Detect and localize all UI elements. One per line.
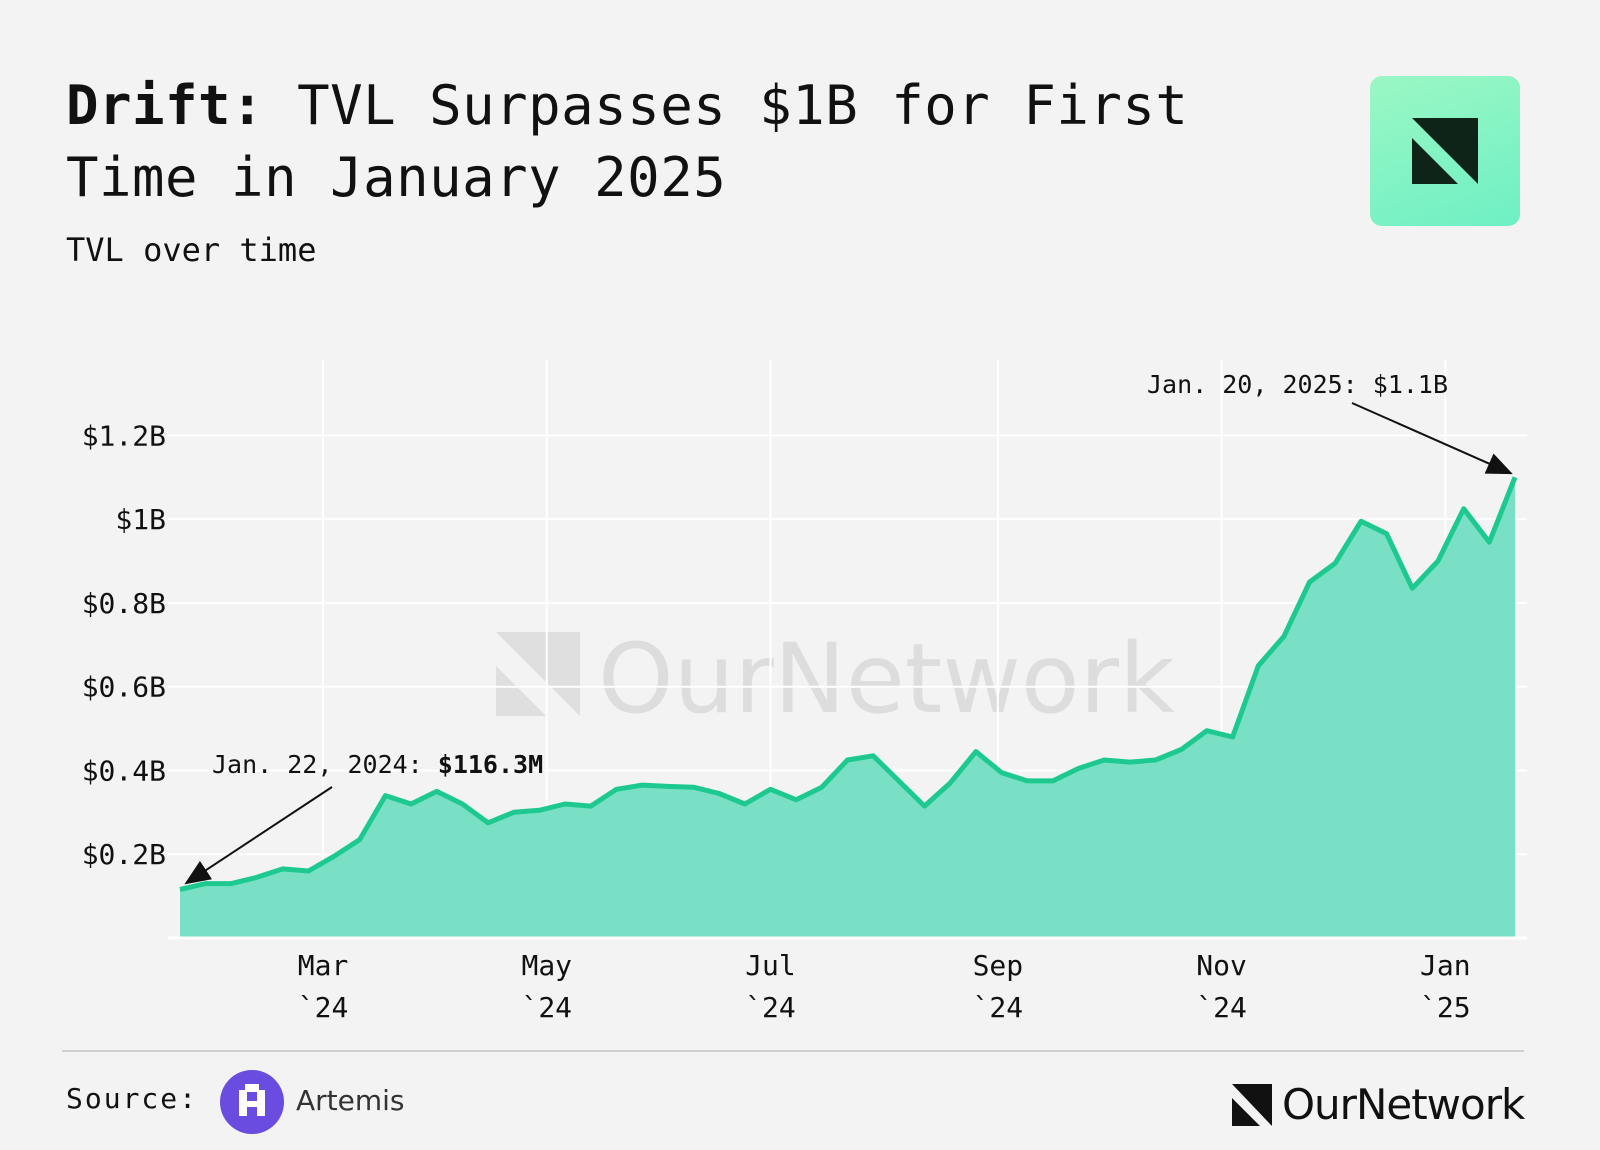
annotation-label: Jan. 22, 2024: $116.3M (212, 750, 543, 779)
ournetwork-logo-icon (1232, 1083, 1272, 1126)
x-tick-year: `24 (521, 991, 572, 1024)
x-tick-year: `24 (298, 991, 349, 1024)
annotation-arrow (184, 786, 333, 885)
page-subtitle: TVL over time (66, 231, 317, 269)
x-tick-month: Mar (298, 949, 349, 982)
title-brand: Drift: (66, 74, 265, 137)
page-title: Drift: TVL Surpasses $1B for First Time … (66, 70, 1296, 214)
ournetwork-logo-icon (1370, 76, 1520, 226)
source-name: Artemis (296, 1084, 405, 1117)
y-tick-label: $1B (115, 503, 166, 536)
x-tick-month: Jul (745, 949, 796, 982)
x-tick-month: May (521, 949, 572, 982)
artemis-logo-icon (220, 1070, 284, 1134)
watermark-logo-icon (496, 632, 580, 716)
annotation-arrow (1351, 402, 1513, 475)
y-tick-label: $0.8B (82, 587, 166, 620)
annotation-label: Jan. 20, 2025: $1.1B (1147, 370, 1448, 399)
x-tick-year: `24 (1196, 991, 1247, 1024)
annotation-prefix: Jan. 22, 2024: (212, 750, 438, 779)
y-tick-label: $0.4B (82, 754, 166, 787)
source-label: Source: (66, 1082, 199, 1115)
x-tick-year: `25 (1420, 991, 1471, 1024)
watermark-text: OurNetwork (598, 623, 1175, 735)
watermark: OurNetwork (496, 623, 1175, 735)
tvl-area (180, 477, 1515, 938)
y-tick-label: $0.2B (82, 838, 166, 871)
title-text: TVL Surpasses $1B for First Time in Janu… (66, 74, 1189, 209)
footer-brand: OurNetwork (1232, 1080, 1525, 1129)
footer-divider (62, 1050, 1524, 1052)
x-tick-year: `24 (973, 991, 1024, 1024)
y-axis-labels: $0.2B $0.4B $0.6B $0.8B $1B $1.2B (82, 419, 166, 871)
x-tick-month: Nov (1196, 949, 1247, 982)
x-tick-year: `24 (745, 991, 796, 1024)
tvl-line (179, 476, 1518, 892)
x-tick-month: Jan (1420, 949, 1471, 982)
footer-brand-name: OurNetwork (1282, 1080, 1525, 1129)
x-tick-month: Sep (973, 949, 1024, 982)
watermark-logo-icon (496, 666, 546, 716)
y-tick-label: $1.2B (82, 419, 166, 452)
chart-annotations: Jan. 22, 2024: $116.3M Jan. 20, 2025: $1.… (184, 370, 1513, 885)
y-tick-label: $0.6B (82, 671, 166, 704)
x-axis-labels: Mar `24 May `24 Jul `24 Sep `24 Nov `24 Jan `25 (298, 949, 1471, 1024)
annotation-value: $116.3M (438, 750, 543, 779)
